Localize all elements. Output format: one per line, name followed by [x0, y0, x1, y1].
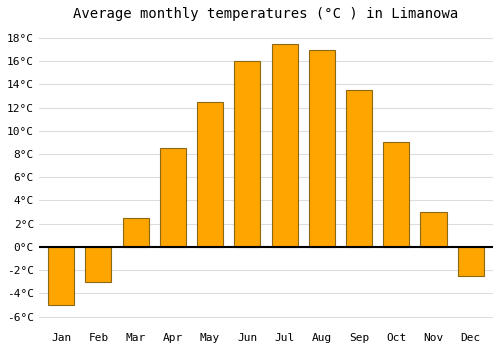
Bar	[383, 142, 409, 247]
Bar	[160, 148, 186, 247]
Bar	[346, 90, 372, 247]
Bar	[420, 212, 446, 247]
Bar	[308, 49, 335, 247]
Title: Average monthly temperatures (°C ) in Limanowa: Average monthly temperatures (°C ) in Li…	[74, 7, 458, 21]
Bar	[48, 247, 74, 305]
Bar	[86, 247, 112, 282]
Bar	[234, 61, 260, 247]
Bar	[197, 102, 223, 247]
Bar	[272, 44, 297, 247]
Bar	[458, 247, 483, 276]
Bar	[122, 218, 148, 247]
